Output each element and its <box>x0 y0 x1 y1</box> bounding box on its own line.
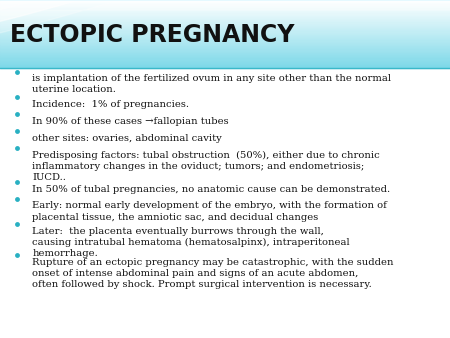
Bar <box>0 43 450 44</box>
Bar <box>0 26 450 27</box>
Bar <box>0 35 450 36</box>
Bar <box>0 19 450 20</box>
Bar <box>0 37 450 38</box>
Bar <box>0 44 450 45</box>
Text: other sites: ovaries, abdominal cavity: other sites: ovaries, abdominal cavity <box>32 134 222 143</box>
Bar <box>0 33 450 34</box>
Bar <box>0 64 450 65</box>
Bar <box>0 13 450 14</box>
Bar <box>0 40 450 41</box>
Bar <box>0 67 450 68</box>
Bar <box>0 63 450 64</box>
Bar <box>0 53 450 54</box>
Bar <box>0 1 450 2</box>
Bar <box>0 60 450 61</box>
Bar <box>0 55 450 56</box>
Text: Early: normal early development of the embryo, with the formation of
placental t: Early: normal early development of the e… <box>32 201 387 221</box>
Bar <box>0 46 450 47</box>
Bar <box>0 4 450 6</box>
Bar <box>0 2 450 3</box>
Bar <box>0 9 450 10</box>
Bar <box>0 24 450 25</box>
Bar <box>0 56 450 57</box>
Bar <box>0 54 450 55</box>
Bar <box>0 47 450 48</box>
Bar <box>0 21 450 23</box>
Bar <box>0 11 450 13</box>
Bar <box>0 6 450 7</box>
Bar <box>0 48 450 50</box>
Bar <box>0 41 450 42</box>
Bar <box>0 52 450 53</box>
Bar <box>0 61 450 62</box>
Bar <box>0 17 450 18</box>
Bar <box>0 65 450 67</box>
Bar <box>0 51 450 52</box>
Bar <box>0 62 450 63</box>
Bar <box>0 0 450 1</box>
Bar <box>0 3 450 4</box>
Bar <box>0 34 450 35</box>
Bar <box>0 31 450 33</box>
Bar <box>0 50 450 51</box>
Text: In 50% of tubal pregnancies, no anatomic cause can be demonstrated.: In 50% of tubal pregnancies, no anatomic… <box>32 185 391 194</box>
Text: is implantation of the fertilized ovum in any site other than the normal
uterine: is implantation of the fertilized ovum i… <box>32 74 392 94</box>
Text: Incidence:  1% of pregnancies.: Incidence: 1% of pregnancies. <box>32 100 189 109</box>
Bar <box>0 18 450 19</box>
Bar <box>0 29 450 30</box>
Bar <box>0 16 450 17</box>
Bar <box>0 58 450 60</box>
Bar <box>0 42 450 43</box>
Bar <box>0 45 450 46</box>
Bar <box>0 7 450 8</box>
Bar <box>0 8 450 9</box>
Bar <box>0 25 450 26</box>
Bar <box>0 38 450 40</box>
Bar <box>0 36 450 37</box>
Text: Rupture of an ectopic pregnancy may be catastrophic, with the sudden
onset of in: Rupture of an ectopic pregnancy may be c… <box>32 258 394 289</box>
Bar <box>0 15 450 16</box>
Text: Predisposing factors: tubal obstruction  (50%), either due to chronic
inflammato: Predisposing factors: tubal obstruction … <box>32 151 380 182</box>
Bar <box>0 30 450 31</box>
Bar <box>0 23 450 24</box>
Bar <box>0 14 450 15</box>
Bar <box>0 20 450 21</box>
Bar <box>0 27 450 28</box>
Text: In 90% of these cases →fallopian tubes: In 90% of these cases →fallopian tubes <box>32 117 229 126</box>
Bar <box>0 57 450 58</box>
Bar <box>0 28 450 29</box>
Bar <box>0 10 450 11</box>
Text: Later:  the placenta eventually burrows through the wall,
causing intratubal hem: Later: the placenta eventually burrows t… <box>32 227 350 259</box>
Text: ECTOPIC PREGNANCY: ECTOPIC PREGNANCY <box>10 23 294 48</box>
